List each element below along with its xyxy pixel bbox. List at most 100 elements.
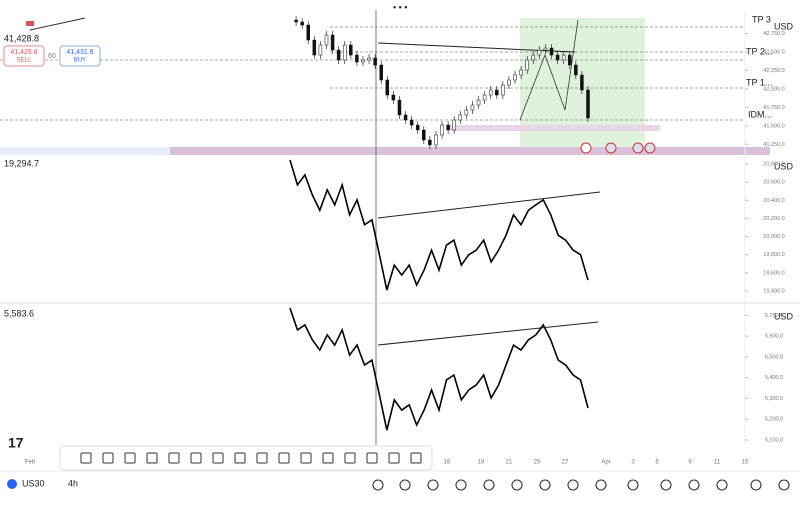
level-label: TP 1... [746, 77, 772, 87]
toolbar-button[interactable] [750, 479, 762, 491]
symbol[interactable]: US30 [22, 478, 45, 488]
toolbar-button[interactable] [427, 479, 439, 491]
drawing-tool[interactable] [256, 452, 268, 464]
toolbar-button[interactable] [688, 479, 700, 491]
order-block [450, 125, 660, 131]
y-tick-label: 20,400.0 [763, 198, 784, 204]
toolbar-button[interactable] [660, 479, 672, 491]
drawing-tool[interactable] [278, 452, 290, 464]
candle [470, 104, 475, 111]
y-tick-label: 20,600.0 [763, 180, 784, 186]
toolbar-button[interactable] [778, 479, 790, 491]
candle [519, 69, 523, 76]
badge [26, 21, 34, 26]
logo: 17 [8, 435, 24, 451]
candle [349, 44, 353, 56]
candle [440, 124, 444, 136]
toolbar-button[interactable] [539, 479, 551, 491]
candle [458, 114, 463, 121]
drawing-tool[interactable] [300, 452, 312, 464]
candle [367, 57, 371, 61]
drawing-tool[interactable] [212, 452, 224, 464]
y-tick-label: 5,600.0 [765, 334, 783, 340]
level-label: TP 3 [752, 14, 771, 24]
drawing-tool[interactable] [168, 452, 180, 464]
x-axis-label: Apr [601, 460, 610, 466]
buy-button[interactable] [59, 45, 101, 67]
candle [555, 54, 560, 61]
drawing-tool[interactable] [234, 452, 246, 464]
price-line [289, 307, 589, 431]
sell-button[interactable] [3, 45, 45, 67]
toolbar-button[interactable] [483, 479, 495, 491]
x-axis-label: 19 [478, 460, 485, 466]
drawing-tool[interactable] [102, 452, 114, 464]
y-tick-label: 42,000.0 [763, 86, 784, 92]
y-tick-label: 19,800.0 [763, 252, 784, 258]
drawing-tool[interactable] [322, 452, 334, 464]
currency: USD [774, 21, 794, 31]
drawing-tool[interactable] [410, 452, 422, 464]
x-axis-label: 15 [742, 460, 749, 466]
toolbar-button[interactable] [716, 479, 728, 491]
candle [580, 74, 584, 91]
candle [361, 59, 365, 63]
y-tick-label: 41,750.0 [763, 105, 784, 111]
x-axis-label: 3 [631, 460, 635, 466]
drawing-tool[interactable] [344, 452, 356, 464]
pane-value: 19,294.7 [4, 158, 39, 168]
candle [397, 99, 402, 116]
candle [543, 47, 548, 51]
candle [403, 114, 408, 121]
candle [513, 74, 517, 81]
toolbar-button[interactable] [595, 479, 607, 491]
x-axis-label: 21 [506, 460, 513, 466]
candle [568, 54, 572, 66]
drawing-tool[interactable] [388, 452, 400, 464]
candle [342, 44, 347, 61]
candle [537, 49, 542, 56]
x-axis-label: 25 [534, 460, 541, 466]
drawing-tool[interactable] [190, 452, 202, 464]
event-icons [580, 142, 656, 154]
candle [531, 54, 536, 61]
toolbar-button[interactable] [372, 479, 384, 491]
sell-price: 41,425.8 [10, 49, 37, 56]
menu-dots[interactable]: • • • [393, 2, 407, 12]
x-axis-label: 27 [562, 460, 569, 466]
sell-label: SELL [17, 58, 32, 64]
candle [312, 39, 317, 56]
candle [561, 54, 566, 61]
drawing-tool[interactable] [146, 452, 158, 464]
drawing-tool[interactable] [366, 452, 378, 464]
toolbar-button[interactable] [511, 479, 523, 491]
candle [428, 139, 432, 146]
x-axis-label: 11 [714, 460, 721, 466]
drawing-tool[interactable] [124, 452, 136, 464]
toolbar-button[interactable] [399, 479, 411, 491]
y-tick-label: 42,750.0 [763, 31, 784, 37]
price-line [289, 159, 589, 291]
buy-price: 41,431.8 [66, 49, 93, 56]
candle [318, 44, 323, 56]
candle [336, 49, 341, 61]
x-axis-label: 9 [688, 460, 692, 466]
y-tick-label: 42,500.0 [763, 49, 784, 55]
toolbar-button[interactable] [567, 479, 579, 491]
interval[interactable]: 4h [68, 478, 78, 488]
currency: USD [774, 161, 794, 171]
toolbar-button[interactable] [455, 479, 467, 491]
drawing-tool[interactable] [80, 452, 92, 464]
spread: 60 [48, 53, 56, 60]
y-tick-label: 5,200.0 [765, 417, 783, 423]
candle [488, 89, 493, 96]
candle [464, 109, 469, 116]
candle [586, 89, 590, 119]
toolbar-button[interactable] [627, 479, 639, 491]
candle [385, 79, 390, 96]
y-tick-label: 5,500.0 [765, 354, 783, 360]
candle [495, 89, 499, 96]
y-tick-label: 19,400.0 [763, 288, 784, 294]
y-tick-label: 5,700.0 [765, 313, 783, 319]
